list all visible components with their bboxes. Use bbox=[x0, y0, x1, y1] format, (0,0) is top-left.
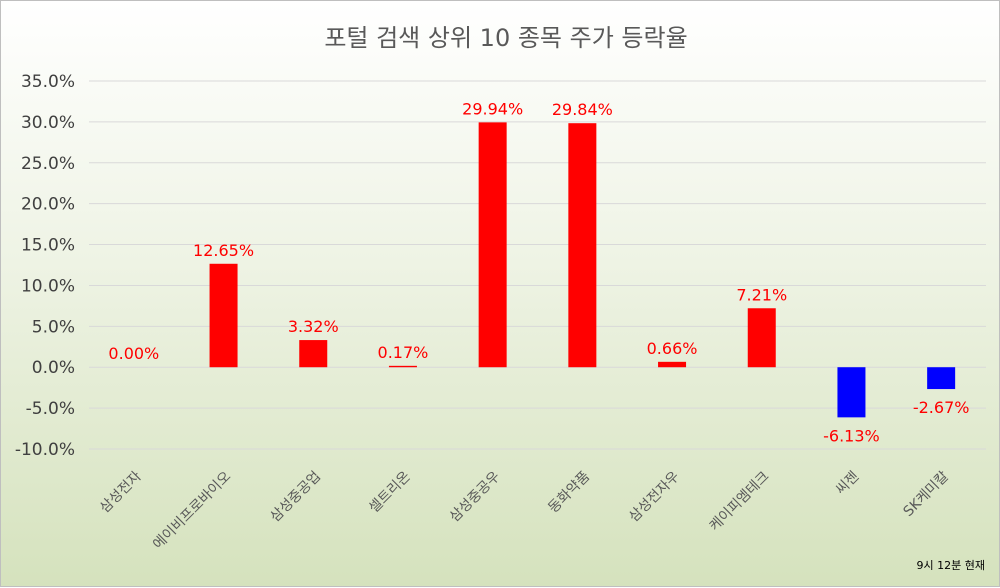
x-tick-label: 에이비프로바이오 bbox=[150, 468, 234, 552]
data-label: 29.94% bbox=[462, 99, 523, 118]
y-tick-label: 15.0% bbox=[21, 236, 75, 256]
x-tick-label: SK케미칼 bbox=[901, 468, 952, 519]
y-axis-ticks: 35.0% 30.0% 25.0% 20.0% 15.0% 10.0% 5.0% 0.0% -5… bbox=[15, 72, 75, 460]
y-tick-label: 0.0% bbox=[32, 358, 75, 378]
data-label: 3.32% bbox=[288, 317, 339, 336]
chart-title: 포털 검색 상위 10 종목 주가 등락율 bbox=[324, 24, 687, 52]
x-tick-label: 케이피엠테크 bbox=[707, 468, 773, 534]
data-label: -6.13% bbox=[823, 426, 880, 445]
bar-2 bbox=[299, 340, 327, 367]
bar-9 bbox=[927, 367, 955, 389]
x-tick-label: 동화약품 bbox=[545, 468, 593, 516]
data-label: 12.65% bbox=[193, 241, 254, 260]
y-tick-label: 30.0% bbox=[21, 113, 75, 133]
bar-8 bbox=[837, 367, 865, 417]
y-tick-label: -5.0% bbox=[26, 399, 75, 419]
data-label: -2.67% bbox=[913, 398, 970, 417]
bar-5 bbox=[568, 123, 596, 367]
bar-4 bbox=[479, 122, 507, 367]
y-tick-label: 5.0% bbox=[32, 317, 75, 337]
time-annotation: 9시 12분 현재 bbox=[917, 559, 985, 572]
y-tick-label: -10.0% bbox=[15, 440, 75, 460]
x-tick-label: 삼성전자 bbox=[97, 468, 145, 516]
bar-1 bbox=[210, 264, 238, 367]
data-label: 0.17% bbox=[378, 343, 429, 362]
x-tick-label: 삼성중공우 bbox=[447, 468, 504, 525]
y-tick-label: 10.0% bbox=[21, 276, 75, 296]
x-tick-label: 삼성전자우 bbox=[626, 468, 683, 525]
data-label: 0.66% bbox=[647, 339, 698, 358]
bar-7 bbox=[748, 308, 776, 367]
y-tick-label: 25.0% bbox=[21, 154, 75, 174]
x-tick-label: 셀트리온 bbox=[366, 468, 414, 516]
bars bbox=[120, 122, 955, 417]
bar-3 bbox=[389, 366, 417, 367]
x-tick-label: 삼성중공업 bbox=[267, 469, 324, 526]
y-tick-label: 20.0% bbox=[21, 195, 75, 215]
data-label: 0.00% bbox=[108, 344, 159, 363]
data-label: 29.84% bbox=[552, 100, 613, 119]
x-tick-label: 씨젠 bbox=[833, 469, 863, 499]
data-label: 7.21% bbox=[736, 285, 787, 304]
y-tick-label: 35.0% bbox=[21, 72, 75, 92]
bar-6 bbox=[658, 362, 686, 367]
